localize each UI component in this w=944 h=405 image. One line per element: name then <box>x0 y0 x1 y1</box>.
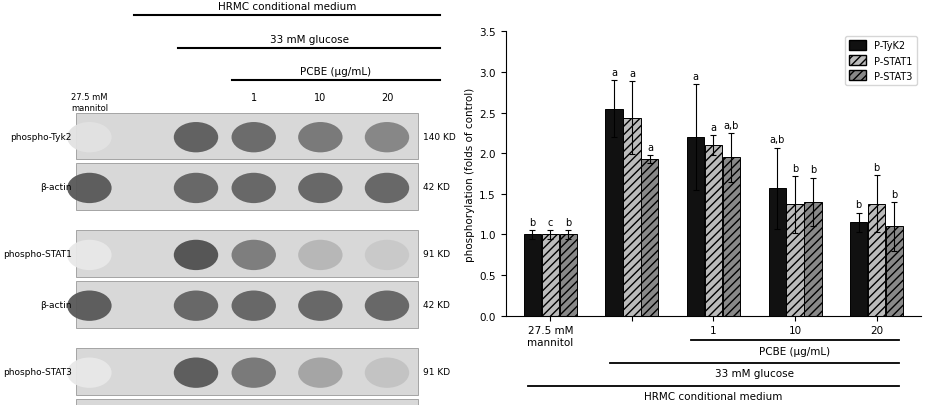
Text: a: a <box>647 142 652 152</box>
Ellipse shape <box>364 173 409 204</box>
Text: HRMC conditional medium: HRMC conditional medium <box>218 2 356 12</box>
Bar <box>885 227 902 316</box>
Text: b: b <box>854 200 861 210</box>
Bar <box>686 138 703 316</box>
Text: PCBE (μg/mL): PCBE (μg/mL) <box>300 67 371 77</box>
Ellipse shape <box>174 291 218 321</box>
Bar <box>76 231 417 277</box>
Text: 27.5 mM
mannitol: 27.5 mM mannitol <box>71 93 108 113</box>
Ellipse shape <box>67 173 111 204</box>
Text: phospho-STAT1: phospho-STAT1 <box>3 249 72 259</box>
Text: 91 KD: 91 KD <box>422 249 449 259</box>
Text: c: c <box>548 217 552 228</box>
Text: 1: 1 <box>250 93 257 103</box>
Ellipse shape <box>364 291 409 321</box>
Text: 91 KD: 91 KD <box>422 367 449 376</box>
Text: 33 mM glucose: 33 mM glucose <box>714 369 793 379</box>
Ellipse shape <box>67 358 111 388</box>
Text: 140 KD: 140 KD <box>422 132 455 141</box>
Ellipse shape <box>364 358 409 388</box>
Bar <box>541 235 559 316</box>
Y-axis label: phosphorylation (folds of control): phosphorylation (folds of control) <box>464 87 475 261</box>
Text: b: b <box>809 165 816 175</box>
Ellipse shape <box>364 240 409 271</box>
Ellipse shape <box>174 123 218 153</box>
Bar <box>803 202 820 316</box>
Ellipse shape <box>231 173 276 204</box>
Text: a: a <box>629 68 634 79</box>
Text: b: b <box>565 217 571 228</box>
Bar <box>76 113 417 160</box>
Bar <box>722 158 739 316</box>
Text: a: a <box>611 68 616 78</box>
Text: β-actin: β-actin <box>40 300 72 309</box>
Text: b: b <box>872 162 879 173</box>
Text: 42 KD: 42 KD <box>422 300 449 309</box>
Ellipse shape <box>297 123 342 153</box>
Legend: P-TyK2, P-STAT1, P-STAT3: P-TyK2, P-STAT1, P-STAT3 <box>844 37 916 85</box>
Text: phospho-STAT3: phospho-STAT3 <box>3 367 72 376</box>
Bar <box>623 118 640 316</box>
Bar <box>850 223 867 316</box>
Text: b: b <box>529 217 535 228</box>
Text: a: a <box>692 72 698 82</box>
Ellipse shape <box>174 173 218 204</box>
Bar <box>559 235 576 316</box>
Bar <box>641 160 658 316</box>
Bar <box>867 204 885 316</box>
Ellipse shape <box>231 358 276 388</box>
Ellipse shape <box>174 240 218 271</box>
Ellipse shape <box>231 240 276 271</box>
Text: 10: 10 <box>314 93 326 103</box>
Ellipse shape <box>231 123 276 153</box>
Bar <box>785 205 802 316</box>
Text: a,b: a,b <box>768 135 784 145</box>
Ellipse shape <box>67 291 111 321</box>
Ellipse shape <box>67 240 111 271</box>
Ellipse shape <box>297 240 342 271</box>
Text: PCBE (μg/mL): PCBE (μg/mL) <box>759 346 830 356</box>
Bar <box>76 281 417 328</box>
Bar <box>605 109 622 316</box>
Bar <box>767 189 784 316</box>
Text: a: a <box>710 123 716 133</box>
Text: HRMC conditional medium: HRMC conditional medium <box>644 391 782 401</box>
Text: β-actin: β-actin <box>40 183 72 192</box>
Ellipse shape <box>297 173 342 204</box>
Bar <box>704 146 721 316</box>
Bar <box>76 348 417 395</box>
Bar <box>76 164 417 211</box>
Ellipse shape <box>297 291 342 321</box>
Ellipse shape <box>297 358 342 388</box>
Text: 33 mM glucose: 33 mM glucose <box>269 34 348 45</box>
Ellipse shape <box>364 123 409 153</box>
Text: 42 KD: 42 KD <box>422 183 449 192</box>
Text: a,b: a,b <box>723 120 738 130</box>
Text: phospho-Tyk2: phospho-Tyk2 <box>10 132 72 141</box>
Text: b: b <box>791 163 798 173</box>
Ellipse shape <box>67 123 111 153</box>
Text: b: b <box>890 189 897 199</box>
Ellipse shape <box>174 358 218 388</box>
Bar <box>76 399 417 405</box>
Bar <box>523 235 541 316</box>
Text: 20: 20 <box>380 93 393 103</box>
Ellipse shape <box>231 291 276 321</box>
